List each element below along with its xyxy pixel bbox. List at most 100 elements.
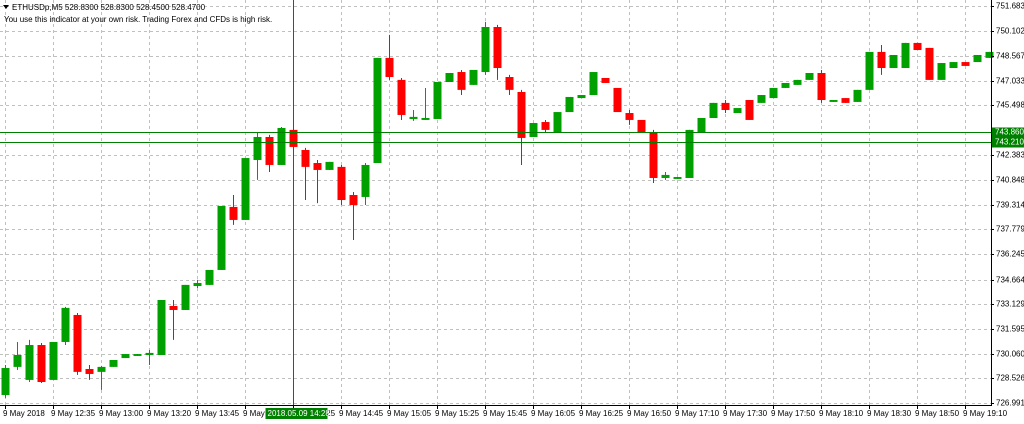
y-tick-label: 731.5950 bbox=[996, 325, 1024, 334]
candle-body bbox=[349, 195, 358, 205]
candle-body bbox=[769, 87, 778, 99]
grid bbox=[0, 0, 991, 405]
candle-body bbox=[961, 62, 970, 66]
candle-body bbox=[253, 136, 262, 160]
candle-body bbox=[853, 89, 862, 102]
y-tick-label: 728.5260 bbox=[996, 374, 1024, 383]
y-tick-label: 726.9915 bbox=[996, 399, 1024, 408]
x-tick-label: 9 May 17:30 bbox=[723, 409, 768, 418]
x-tick-label: 9 May 13:45 bbox=[195, 409, 240, 418]
chart-title: ETHUSDp,M5 528.8300 528.8300 528.4500 52… bbox=[12, 3, 206, 12]
candle-body bbox=[721, 102, 730, 110]
candle-body bbox=[385, 57, 394, 78]
x-tick-label: 9 May 19:10 bbox=[963, 409, 1008, 418]
candle-body bbox=[745, 100, 754, 120]
candle-body bbox=[973, 54, 982, 63]
candle-body bbox=[805, 72, 814, 80]
y-tick-label: 745.4980 bbox=[996, 101, 1024, 110]
price-level-tag bbox=[992, 137, 1024, 148]
candle-body bbox=[757, 95, 766, 103]
candle-body bbox=[433, 81, 442, 119]
candle-body bbox=[13, 354, 22, 367]
x-tick-label: 9 May 16:05 bbox=[531, 409, 576, 418]
candle-body bbox=[133, 354, 142, 356]
candle-body bbox=[49, 341, 58, 380]
x-tick-label: 9 May 17:50 bbox=[771, 409, 816, 418]
candle-body bbox=[457, 72, 466, 90]
candle-body bbox=[325, 161, 334, 170]
y-tick-label: 742.3830 bbox=[996, 151, 1024, 160]
price-level-label: 743.8600 bbox=[995, 128, 1024, 137]
candle-body bbox=[157, 300, 166, 355]
candle-body bbox=[925, 47, 934, 80]
candle-body bbox=[493, 27, 502, 69]
candle-body bbox=[985, 51, 994, 58]
candle-body bbox=[373, 57, 382, 164]
y-tick-label: 747.0330 bbox=[996, 77, 1024, 86]
x-tick-label: 9 May 13:00 bbox=[99, 409, 144, 418]
candle-body bbox=[1, 368, 10, 396]
y-tick-label: 740.8480 bbox=[996, 176, 1024, 185]
candle-body bbox=[61, 307, 70, 342]
candle-body bbox=[865, 51, 874, 90]
candle-body bbox=[85, 368, 94, 374]
candle-body bbox=[733, 108, 742, 114]
candle-body bbox=[205, 269, 214, 285]
candle-body bbox=[697, 118, 706, 132]
candle-body bbox=[25, 345, 34, 380]
x-tick-label: 9 May 16:25 bbox=[579, 409, 624, 418]
candle-body bbox=[937, 63, 946, 80]
candle-body bbox=[217, 205, 226, 270]
candle-body bbox=[877, 51, 886, 69]
candle-body bbox=[97, 366, 106, 372]
y-tick-label: 737.7790 bbox=[996, 225, 1024, 234]
x-tick-label: 9 May 18:30 bbox=[867, 409, 912, 418]
candle-body bbox=[553, 112, 562, 132]
candle-body bbox=[121, 354, 130, 359]
candle-body bbox=[421, 118, 430, 120]
plot bbox=[0, 0, 994, 405]
candle-body bbox=[169, 305, 178, 310]
y-tick-label: 736.2450 bbox=[996, 250, 1024, 259]
x-tick-label: 9 May 16:50 bbox=[627, 409, 672, 418]
candle-body bbox=[145, 352, 154, 355]
y-tick-label: 748.5670 bbox=[996, 52, 1024, 61]
chart-subtitle: You use this indicator at your own risk.… bbox=[4, 15, 272, 24]
candle-body bbox=[181, 284, 190, 310]
x-tick-label: 9 May 14:05 bbox=[243, 409, 288, 418]
x-tick-label: 9 May 18:50 bbox=[915, 409, 960, 418]
x-tick-label: 9 May 15:45 bbox=[483, 409, 528, 418]
y-tick-label: 739.3140 bbox=[996, 201, 1024, 210]
crosshair-label: 2018.05.09 14:28 bbox=[268, 409, 331, 418]
candle-body bbox=[445, 72, 454, 82]
candle-body bbox=[37, 345, 46, 383]
x-tick-label: 9 May 15:05 bbox=[387, 409, 432, 418]
price-level-label: 743.2100 bbox=[995, 138, 1024, 147]
candle-body bbox=[541, 122, 550, 130]
candle-body bbox=[913, 42, 922, 51]
y-tick-label: 730.0600 bbox=[996, 350, 1024, 359]
candle-body bbox=[685, 129, 694, 178]
candle-body bbox=[301, 150, 310, 167]
candle-body bbox=[277, 127, 286, 165]
menu-triangle[interactable] bbox=[3, 5, 9, 9]
candle-body bbox=[829, 100, 838, 102]
x-tick-label: 9 May 18:10 bbox=[819, 409, 864, 418]
candle-body bbox=[817, 72, 826, 101]
x-tick-label: 9 May 2018 bbox=[3, 409, 45, 418]
candle-body bbox=[649, 131, 658, 178]
x-tick-label: 9 May 14:45 bbox=[339, 409, 384, 418]
price-level-tag bbox=[992, 127, 1024, 138]
candle-body bbox=[577, 95, 586, 99]
candle-body bbox=[73, 314, 82, 372]
crosshair-tag bbox=[265, 408, 328, 419]
candle-body bbox=[673, 177, 682, 179]
candle-body bbox=[625, 113, 634, 120]
candle-body bbox=[109, 359, 118, 367]
x-tick-label: 9 May 15:25 bbox=[435, 409, 480, 418]
candle-body bbox=[889, 54, 898, 69]
candle-body bbox=[337, 166, 346, 201]
candle-body bbox=[565, 96, 574, 113]
